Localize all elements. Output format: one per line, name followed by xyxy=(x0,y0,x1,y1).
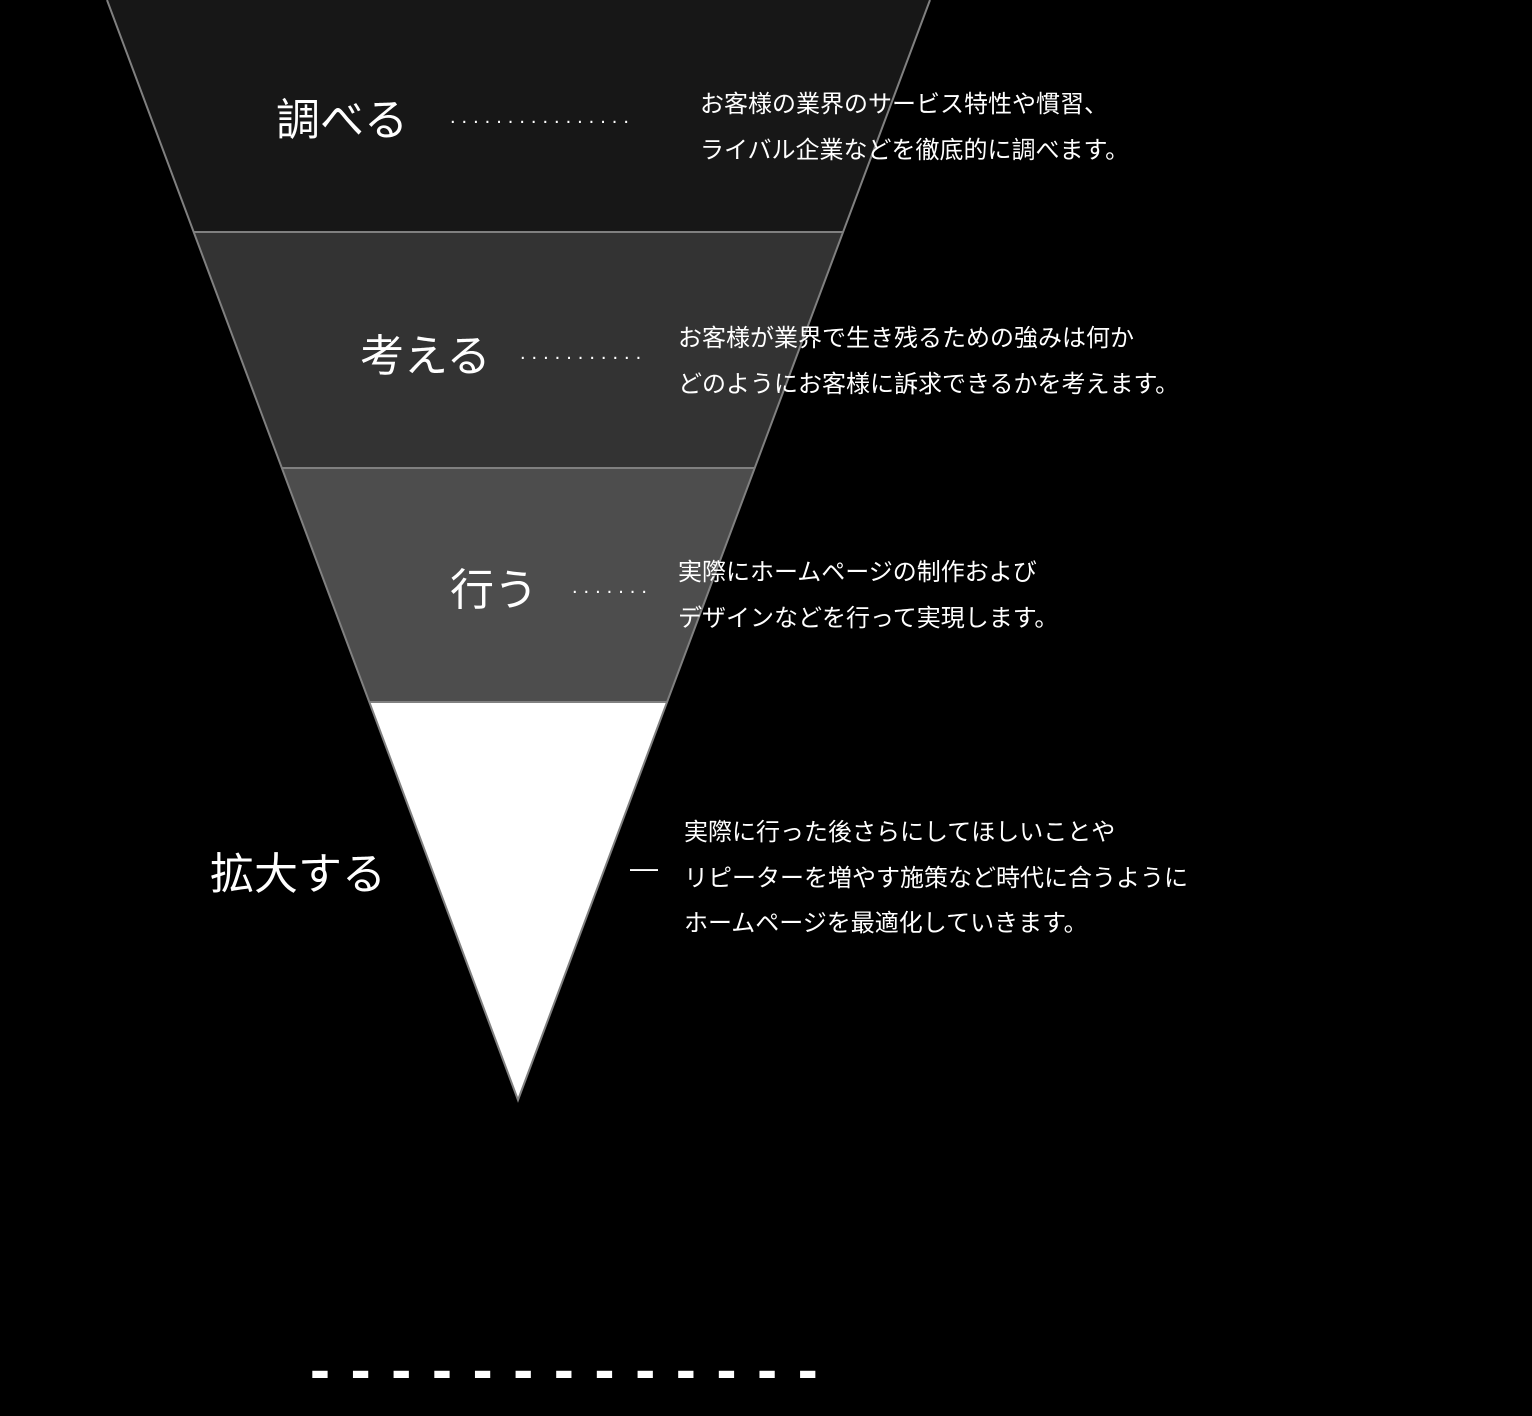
stage-4-connector: — xyxy=(630,852,664,884)
stage-1-connector: ................ xyxy=(450,106,635,129)
stage-1-title: 調べる xyxy=(276,84,408,148)
stage-3-title: 行う xyxy=(450,554,538,618)
inverted-triangle xyxy=(0,0,1532,1411)
stage-3-description: 実際にホームページの制作および デザインなどを行って実現します。 xyxy=(678,550,1058,641)
stage-3-connector: ....... xyxy=(572,576,653,599)
stage-4-title: 拡大する xyxy=(210,838,386,902)
bottom-dash-row: - - - - - - - - - - - - - xyxy=(310,1335,820,1404)
funnel-diagram: 調べる ................ お客様の業界のサービス特性や慣習、 ラ… xyxy=(0,0,1532,1411)
stage-2-description: お客様が業界で生き残るための強みは何か どのようにお客様に訴求できるかを考えます… xyxy=(678,316,1179,407)
stage-2-title: 考える xyxy=(360,320,491,384)
stage-4-description: 実際に行った後さらにしてほしいことや リピーターを増やす施策など時代に合うように… xyxy=(684,810,1188,947)
stage-2-connector: ........... xyxy=(520,342,647,365)
stage-1-description: お客様の業界のサービス特性や慣習、 ライバル企業などを徹底的に調べます。 xyxy=(700,82,1129,173)
